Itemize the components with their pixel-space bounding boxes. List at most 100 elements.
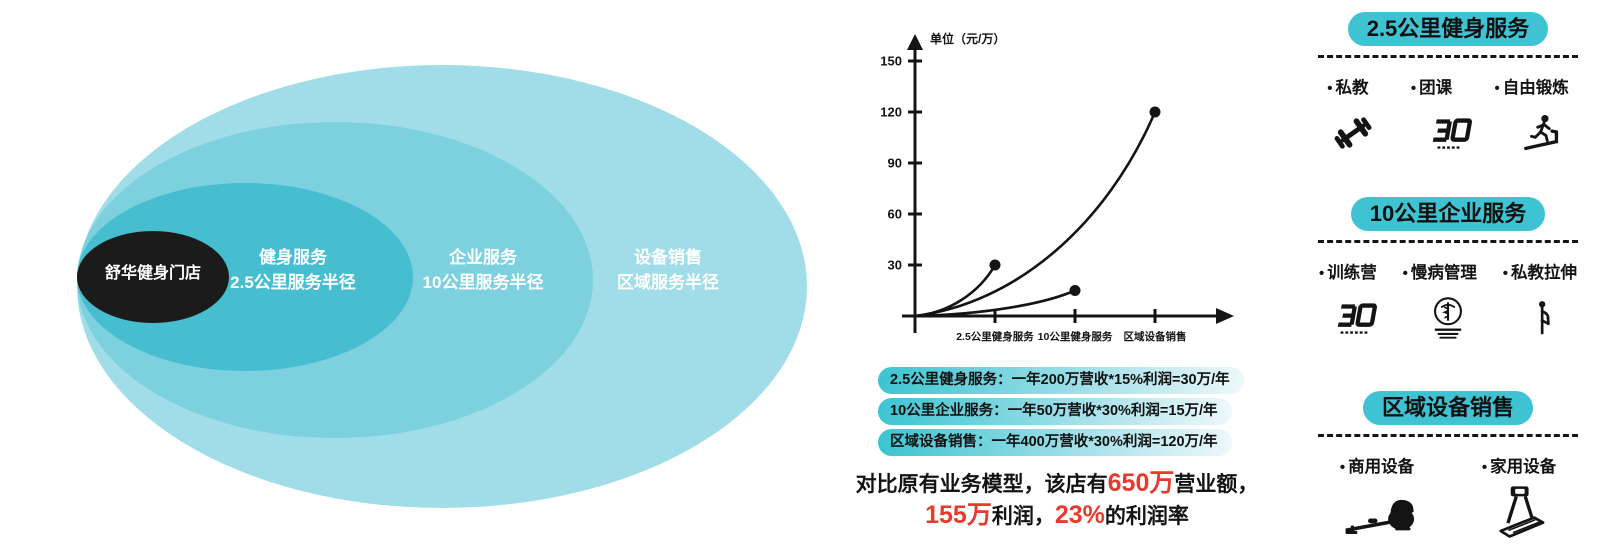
icon-box <box>1493 484 1553 540</box>
item-label: 团课 <box>1419 79 1453 97</box>
summary-highlight: 650万 <box>1107 469 1175 497</box>
y-tick-label: 60 <box>888 207 902 222</box>
venn-center-ellipse <box>77 231 229 323</box>
x-category-label: 10公里健身服务 <box>1038 330 1113 343</box>
home-treadmill-icon <box>1499 486 1545 538</box>
section-title-pill: 2.5公里健身服务 <box>1347 12 1549 46</box>
y-tick-label: 30 <box>888 258 902 273</box>
formula-row: 2.5公里健身服务：一年200万营收*15%利润=30万/年 <box>878 367 1244 394</box>
bullet-dot: • <box>1481 459 1488 476</box>
bullet-dot: • <box>1318 265 1325 282</box>
section-items: • 训练营 • 慢病管理 • 私教拉伸 <box>1302 259 1594 283</box>
icon-box <box>1418 105 1478 161</box>
ring-title: 健身服务 <box>259 248 327 267</box>
icon-box <box>1513 290 1573 346</box>
bullet-dot: • <box>1339 459 1346 476</box>
formula-label: 区域设备销售： <box>890 434 992 450</box>
summary-segment: 利润， <box>991 505 1055 528</box>
section-icons <box>1302 105 1594 161</box>
x-axis-arrow-icon <box>1216 308 1234 324</box>
rowing-machine-icon <box>1345 499 1415 534</box>
bullet-dot: • <box>1502 265 1509 282</box>
y-tick-label: 150 <box>880 54 902 69</box>
summary-line-2: 155万利润，23%的利润率 <box>852 500 1262 532</box>
y-tick-label: 120 <box>880 105 902 120</box>
growth-curve <box>914 111 1157 318</box>
dashed-divider <box>1318 434 1578 437</box>
formula-text: 一年400万营收*30%利润=120万/年 <box>991 434 1218 450</box>
venn-center-label: 舒华健身门店 <box>104 265 201 282</box>
list-item: • 慢病管理 <box>1403 259 1477 283</box>
list-item: • 家用设备 <box>1482 453 1556 477</box>
summary-segment: 的利润率 <box>1104 505 1189 528</box>
ring-subtitle: 区域服务半径 <box>617 273 719 292</box>
summary-line-1: 对比原有业务模型，该店有650万营业额， <box>852 468 1262 500</box>
item-label: 商用设备 <box>1348 458 1415 476</box>
ring-subtitle: 10公里服务半径 <box>422 273 544 292</box>
item-label: 家用设备 <box>1490 458 1557 476</box>
y-tick-label: 90 <box>888 156 902 171</box>
item-label: 私教 <box>1335 79 1369 97</box>
icon-box <box>1323 105 1383 161</box>
section-items: • 商用设备 • 家用设备 <box>1302 453 1594 477</box>
list-item: • 自由锻炼 <box>1495 74 1569 98</box>
section-0: 2.5公里健身服务 • 私教 • 团课 • 自由锻炼 <box>1302 12 1594 161</box>
section-title-pill: 10公里企业服务 <box>1350 197 1546 231</box>
group-class-logo-icon <box>1432 118 1472 149</box>
summary-segment: 对比原有业务模型，该店有 <box>855 473 1108 496</box>
section-1: 10公里企业服务 • 训练营 • 慢病管理 • 私教拉伸 <box>1302 197 1594 346</box>
dashed-divider <box>1318 240 1578 243</box>
section-icons <box>1302 290 1594 346</box>
summary-highlight: 23% <box>1054 501 1105 529</box>
bullet-dot: • <box>1494 80 1500 97</box>
formula-text: 一年50万营收*30%利润=15万/年 <box>1007 403 1218 419</box>
formula-label: 10公里企业服务： <box>890 403 1008 419</box>
summary-highlight: 155万 <box>925 501 992 529</box>
ring-subtitle: 2.5公里服务半径 <box>230 273 356 292</box>
treadmill-run-icon <box>1523 114 1558 151</box>
list-item: • 商用设备 <box>1340 453 1414 477</box>
item-label: 慢病管理 <box>1410 264 1477 282</box>
icon-box <box>1343 484 1419 540</box>
list-item: • 私教 <box>1327 74 1368 98</box>
section-title-pill: 区域设备销售 <box>1362 391 1533 425</box>
x-category-label: 2.5公里健身服务 <box>956 330 1034 343</box>
bullet-dot: • <box>1327 80 1333 97</box>
venn-label-equipment: 设备销售 区域服务半径 <box>578 245 758 295</box>
curve-endpoint-dot <box>1069 285 1081 296</box>
bootcamp-logo-icon <box>1338 303 1378 334</box>
list-item: • 训练营 <box>1319 259 1377 283</box>
x-category-label: 区域设备销售 <box>1124 330 1187 343</box>
formula-label: 2.5公里健身服务： <box>890 372 1012 388</box>
icon-box <box>1323 290 1383 346</box>
formula-text: 一年200万营收*15%利润=30万/年 <box>1011 372 1230 388</box>
medical-badge-icon <box>1433 297 1462 339</box>
summary-segment: 营业额， <box>1174 473 1259 496</box>
profit-curve-chart: 单位（元/万） 30 60 90 120 150 2.5公里健身服务 10公里健身服务 区域设备… <box>880 31 1234 343</box>
section-2: 区域设备销售 • 商用设备 • 家用设备 <box>1302 391 1594 540</box>
icon-box <box>1513 105 1573 161</box>
bullet-dot: • <box>1402 265 1408 282</box>
section-items: • 私教 • 团课 • 自由锻炼 <box>1302 74 1594 98</box>
y-axis-arrow-icon <box>907 34 923 50</box>
dumbbell-icon <box>1334 117 1372 149</box>
icon-box <box>1418 290 1478 346</box>
summary-text: 对比原有业务模型，该店有650万营业额， 155万利润，23%的利润率 <box>852 468 1262 532</box>
y-axis-unit-label: 单位（元/万） <box>930 31 1005 46</box>
ring-title: 企业服务 <box>449 248 517 267</box>
formula-row: 10公里企业服务：一年50万营收*30%利润=15万/年 <box>878 398 1232 425</box>
item-label: 私教拉伸 <box>1511 264 1578 282</box>
item-label: 训练营 <box>1327 264 1377 282</box>
bullet-dot: • <box>1410 80 1417 97</box>
formula-list: 2.5公里健身服务：一年200万营收*15%利润=30万/年 10公里企业服务：一… <box>878 367 1244 460</box>
venn-label-fitness: 健身服务 2.5公里服务半径 <box>203 245 383 295</box>
stretch-icon <box>1538 301 1550 335</box>
curve-endpoint-dot <box>1149 106 1161 118</box>
curve-endpoint-dot <box>989 259 1001 271</box>
dashed-divider <box>1318 55 1578 58</box>
growth-curve <box>914 289 1076 318</box>
list-item: • 团课 <box>1411 74 1452 98</box>
formula-row: 区域设备销售：一年400万营收*30%利润=120万/年 <box>878 429 1232 456</box>
item-label: 自由锻炼 <box>1502 79 1569 97</box>
